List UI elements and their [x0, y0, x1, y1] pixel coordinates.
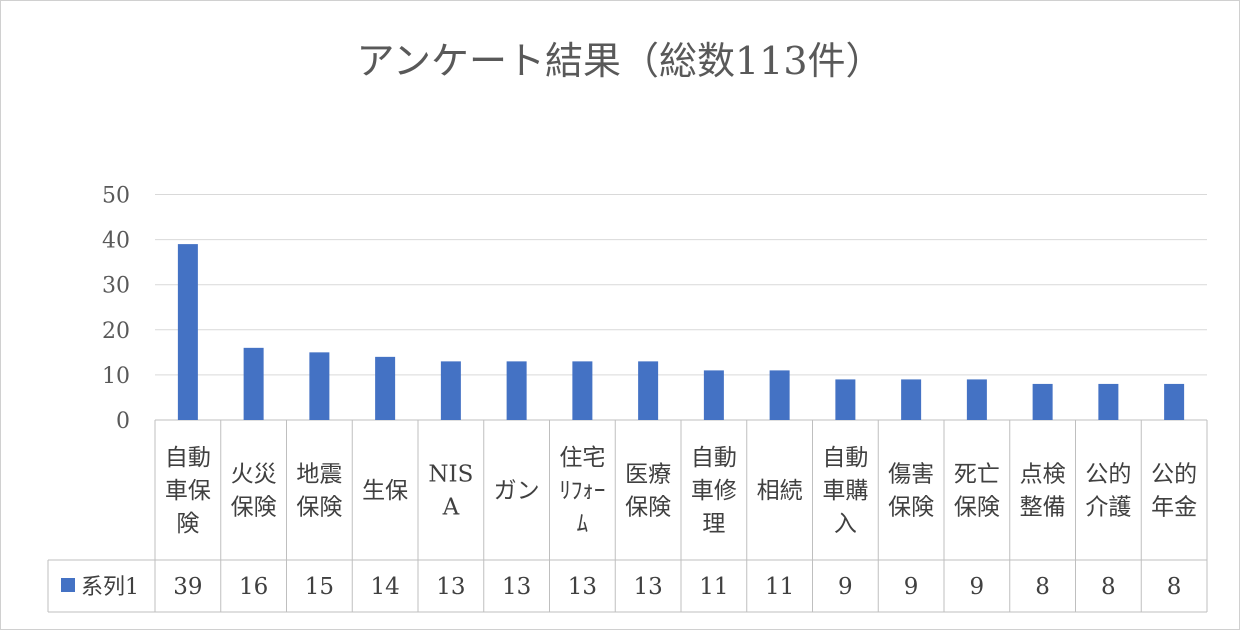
bar [966, 379, 987, 420]
category-label: 理 [702, 511, 725, 537]
data-table-value: 13 [502, 574, 531, 600]
data-table-value: 9 [904, 574, 919, 600]
data-table-value: 11 [765, 574, 794, 600]
bar [1164, 383, 1185, 420]
category-label: 住宅 [559, 445, 605, 471]
category-label: 傷害 [888, 462, 934, 488]
y-tick-label: 30 [102, 274, 130, 299]
bar [572, 361, 593, 420]
category-label: 自動 [822, 445, 868, 471]
data-table-value: 9 [838, 574, 853, 600]
bar [309, 352, 330, 420]
bar [703, 370, 724, 420]
category-label: 生保 [362, 478, 408, 504]
data-table-value: 13 [633, 574, 662, 600]
y-tick-label: 50 [102, 184, 130, 209]
bar [375, 356, 396, 420]
category-label: 車修 [691, 478, 737, 504]
bar [177, 244, 198, 420]
bar [769, 370, 790, 420]
category-label: 険 [176, 511, 199, 537]
category-label: 車購 [822, 478, 868, 504]
category-label: 介護 [1085, 495, 1131, 521]
category-label: 保険 [954, 495, 1000, 521]
bar [243, 347, 264, 420]
category-label: 公的 [1085, 462, 1131, 488]
category-label: 年金 [1151, 495, 1197, 521]
category-label: 自動 [165, 445, 211, 471]
bar [901, 379, 922, 420]
category-label: 入 [834, 511, 857, 537]
category-label: 車保 [165, 478, 211, 504]
category-label: 自動 [691, 445, 737, 471]
data-table-value: 9 [970, 574, 985, 600]
category-label: 保険 [231, 495, 277, 521]
chart-title: アンケート結果（総数113件） [356, 39, 884, 83]
category-label: 整備 [1020, 495, 1066, 521]
category-label: 火災 [231, 462, 277, 488]
bar [440, 361, 461, 420]
category-label: ﾑ [577, 511, 589, 537]
data-table-value: 16 [239, 574, 268, 600]
data-table-value: 15 [305, 574, 334, 600]
category-label: A [442, 495, 460, 521]
data-table-value: 8 [1035, 574, 1050, 600]
legend-swatch [61, 578, 75, 592]
bar [835, 379, 856, 420]
category-label: 点検 [1020, 462, 1066, 488]
data-table-value: 8 [1167, 574, 1182, 600]
category-label: 医療 [625, 462, 671, 488]
category-label: 死亡 [954, 462, 1000, 488]
category-label: ﾘﾌｫｰ [559, 478, 605, 504]
data-table-value: 8 [1101, 574, 1116, 600]
y-tick-label: 40 [102, 229, 130, 254]
category-label: NIS [428, 462, 473, 488]
data-table-value: 13 [436, 574, 465, 600]
data-table-value: 13 [568, 574, 597, 600]
bar [638, 361, 659, 420]
category-label: 保険 [625, 495, 671, 521]
bar [506, 361, 527, 420]
bar [1032, 383, 1053, 420]
bar [1098, 383, 1119, 420]
category-label: ガン [494, 478, 540, 504]
y-tick-label: 10 [102, 364, 130, 389]
category-label: 相続 [757, 478, 803, 504]
data-table-value: 39 [173, 574, 202, 600]
legend-series-name: 系列1 [81, 575, 139, 600]
category-label: 保険 [296, 495, 342, 521]
y-tick-label: 20 [102, 319, 130, 344]
category-label: 公的 [1151, 462, 1197, 488]
y-tick-label: 0 [116, 409, 130, 434]
data-table-value: 14 [370, 574, 399, 600]
category-label: 保険 [888, 495, 934, 521]
data-table-value: 11 [699, 574, 728, 600]
category-label: 地震 [296, 462, 342, 488]
